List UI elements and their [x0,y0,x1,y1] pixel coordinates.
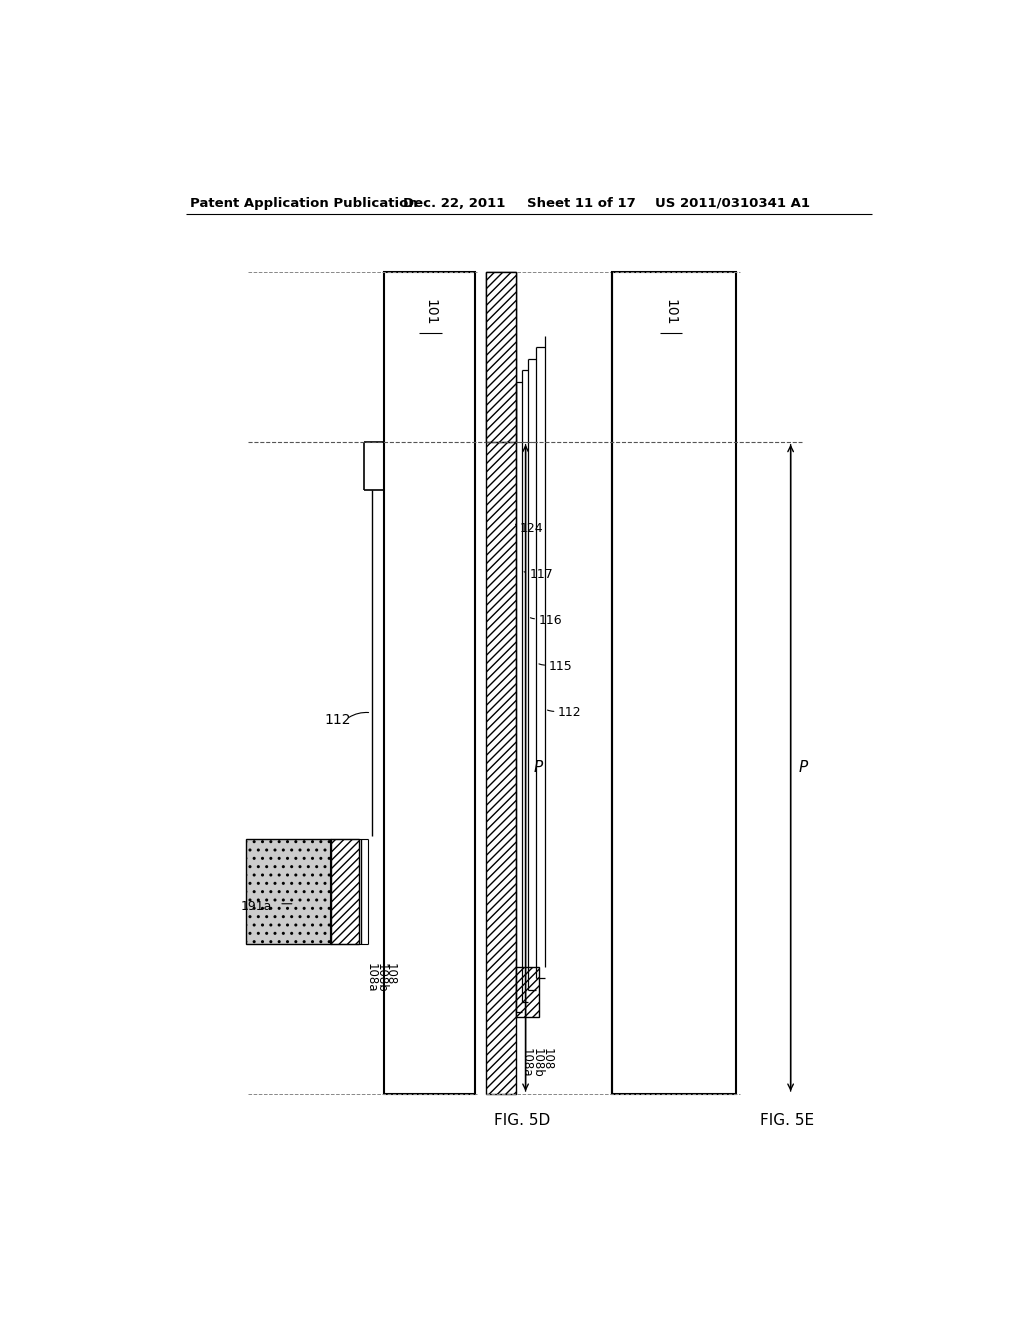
Text: 101: 101 [664,300,678,326]
Text: FIG. 5E: FIG. 5E [760,1113,814,1129]
Bar [515,966,539,1016]
Text: 108b: 108b [530,1048,543,1077]
Text: 112: 112 [558,706,582,719]
Text: 191a: 191a [241,900,271,913]
Text: 108a: 108a [365,964,378,993]
Text: P: P [799,760,808,775]
Text: US 2011/0310341 A1: US 2011/0310341 A1 [655,197,810,210]
Text: 101: 101 [423,300,437,326]
Text: 108b: 108b [375,964,387,993]
Text: 115: 115 [549,660,572,673]
Text: 116: 116 [539,614,562,627]
Bar [486,272,515,1094]
Text: Sheet 11 of 17: Sheet 11 of 17 [527,197,636,210]
Text: FIG. 5D: FIG. 5D [494,1113,550,1129]
Text: 108a: 108a [520,1048,534,1077]
Text: Patent Application Publication: Patent Application Publication [190,197,418,210]
Bar [331,840,359,944]
Bar [612,272,736,1094]
Text: 117: 117 [529,568,553,581]
Text: 108: 108 [541,1048,553,1071]
Bar [246,840,331,944]
Text: 124: 124 [519,521,543,535]
Text: 112: 112 [324,714,350,727]
Text: 108: 108 [384,964,396,985]
Text: P: P [534,760,543,775]
Bar [486,272,515,442]
Text: Dec. 22, 2011: Dec. 22, 2011 [403,197,506,210]
Bar [384,272,475,1094]
Bar [486,272,515,442]
